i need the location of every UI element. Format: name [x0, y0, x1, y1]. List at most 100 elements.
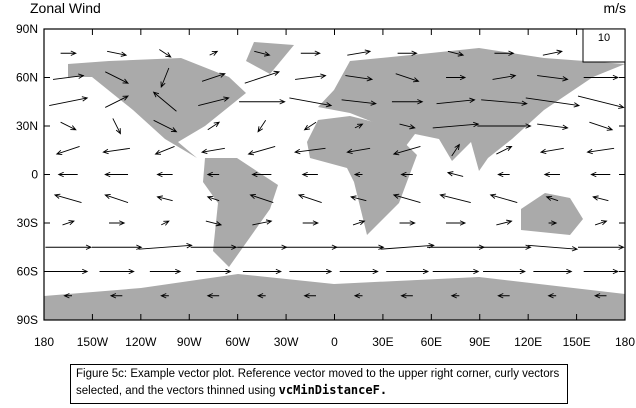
vector [586, 147, 615, 155]
vector [251, 171, 272, 178]
x-tick-label: 120W [125, 335, 157, 349]
y-tick-label: 30S [17, 216, 38, 230]
vector [577, 95, 625, 109]
vector [380, 243, 435, 250]
vector [154, 146, 175, 155]
vector [105, 71, 130, 84]
vector [109, 220, 126, 226]
vector [446, 171, 464, 177]
vector [497, 171, 510, 178]
vector [102, 147, 130, 155]
y-tick-label: 0 [31, 168, 38, 182]
vector [543, 171, 560, 178]
vector [446, 220, 467, 226]
vector [152, 91, 177, 112]
vector [354, 123, 364, 129]
vector [593, 293, 607, 299]
vector [294, 147, 326, 155]
vector [583, 268, 619, 275]
vector [49, 268, 89, 275]
caption-text: Figure 5c: Example vector plot. Referenc… [76, 368, 560, 397]
vector [339, 268, 379, 275]
x-tick-label: 180 [615, 335, 635, 349]
x-tick-label: 180 [34, 335, 54, 349]
vector [138, 243, 193, 250]
vector [542, 49, 563, 56]
vector [60, 121, 77, 131]
vector [156, 171, 173, 178]
vector [432, 268, 480, 275]
vector [353, 171, 363, 178]
y-tick-label: 60N [16, 71, 38, 85]
vector [190, 244, 238, 250]
y-tick-label: 60S [17, 265, 38, 279]
vector [252, 219, 273, 226]
vector [391, 99, 424, 105]
vector [244, 70, 281, 84]
vector [590, 171, 611, 178]
vector [206, 293, 220, 299]
vector [247, 146, 276, 156]
vector [99, 268, 135, 275]
vector [386, 268, 430, 275]
vector [427, 244, 486, 250]
land [44, 42, 625, 320]
vector [577, 244, 625, 250]
vector [432, 121, 480, 129]
vector [539, 147, 564, 154]
vector [346, 147, 371, 154]
vector [592, 195, 609, 202]
vector [300, 50, 321, 56]
vector [594, 220, 608, 226]
y-tick-label: 90S [17, 313, 38, 327]
vector [589, 121, 614, 131]
vector [160, 67, 170, 89]
ref-vector-box [582, 28, 626, 63]
vector [492, 73, 517, 80]
vector [450, 293, 460, 299]
vector [547, 293, 557, 299]
vector [237, 244, 288, 250]
vector [352, 220, 366, 226]
x-tick-label: 30W [274, 335, 299, 349]
vector [400, 171, 413, 178]
vector [446, 74, 467, 81]
vector [400, 293, 413, 299]
vector [399, 123, 416, 130]
vector [548, 220, 558, 226]
x-tick-label: 90W [177, 335, 202, 349]
vector [45, 244, 93, 250]
vector [55, 146, 80, 156]
vector [105, 95, 130, 108]
vector [159, 49, 172, 58]
x-tick-label: 120E [514, 335, 542, 349]
vector [201, 72, 226, 82]
vector [53, 193, 82, 203]
antarctica [44, 274, 625, 320]
vector [447, 50, 465, 57]
vector [583, 74, 619, 81]
vector [257, 120, 267, 133]
vector [57, 171, 78, 178]
x-tick-label: 150W [77, 335, 109, 349]
vector [104, 193, 129, 203]
vector [303, 121, 317, 131]
vector [107, 50, 128, 57]
vector [91, 244, 143, 250]
x-tick-label: 30E [372, 335, 393, 349]
africa [307, 116, 417, 235]
vector [112, 118, 121, 135]
vector [527, 244, 579, 252]
chart: Zonal Wind m/s 10 180 150W 120W 90W 60W 30W 0 3… [16, 0, 635, 349]
vector [295, 73, 327, 80]
vector [334, 244, 385, 250]
vector [392, 193, 421, 203]
vector [254, 50, 271, 57]
vector [153, 119, 178, 133]
vector [198, 96, 230, 106]
vector [283, 244, 338, 250]
vector [297, 193, 322, 203]
vector [149, 268, 182, 275]
vectors [45, 49, 625, 299]
vector [239, 99, 286, 105]
